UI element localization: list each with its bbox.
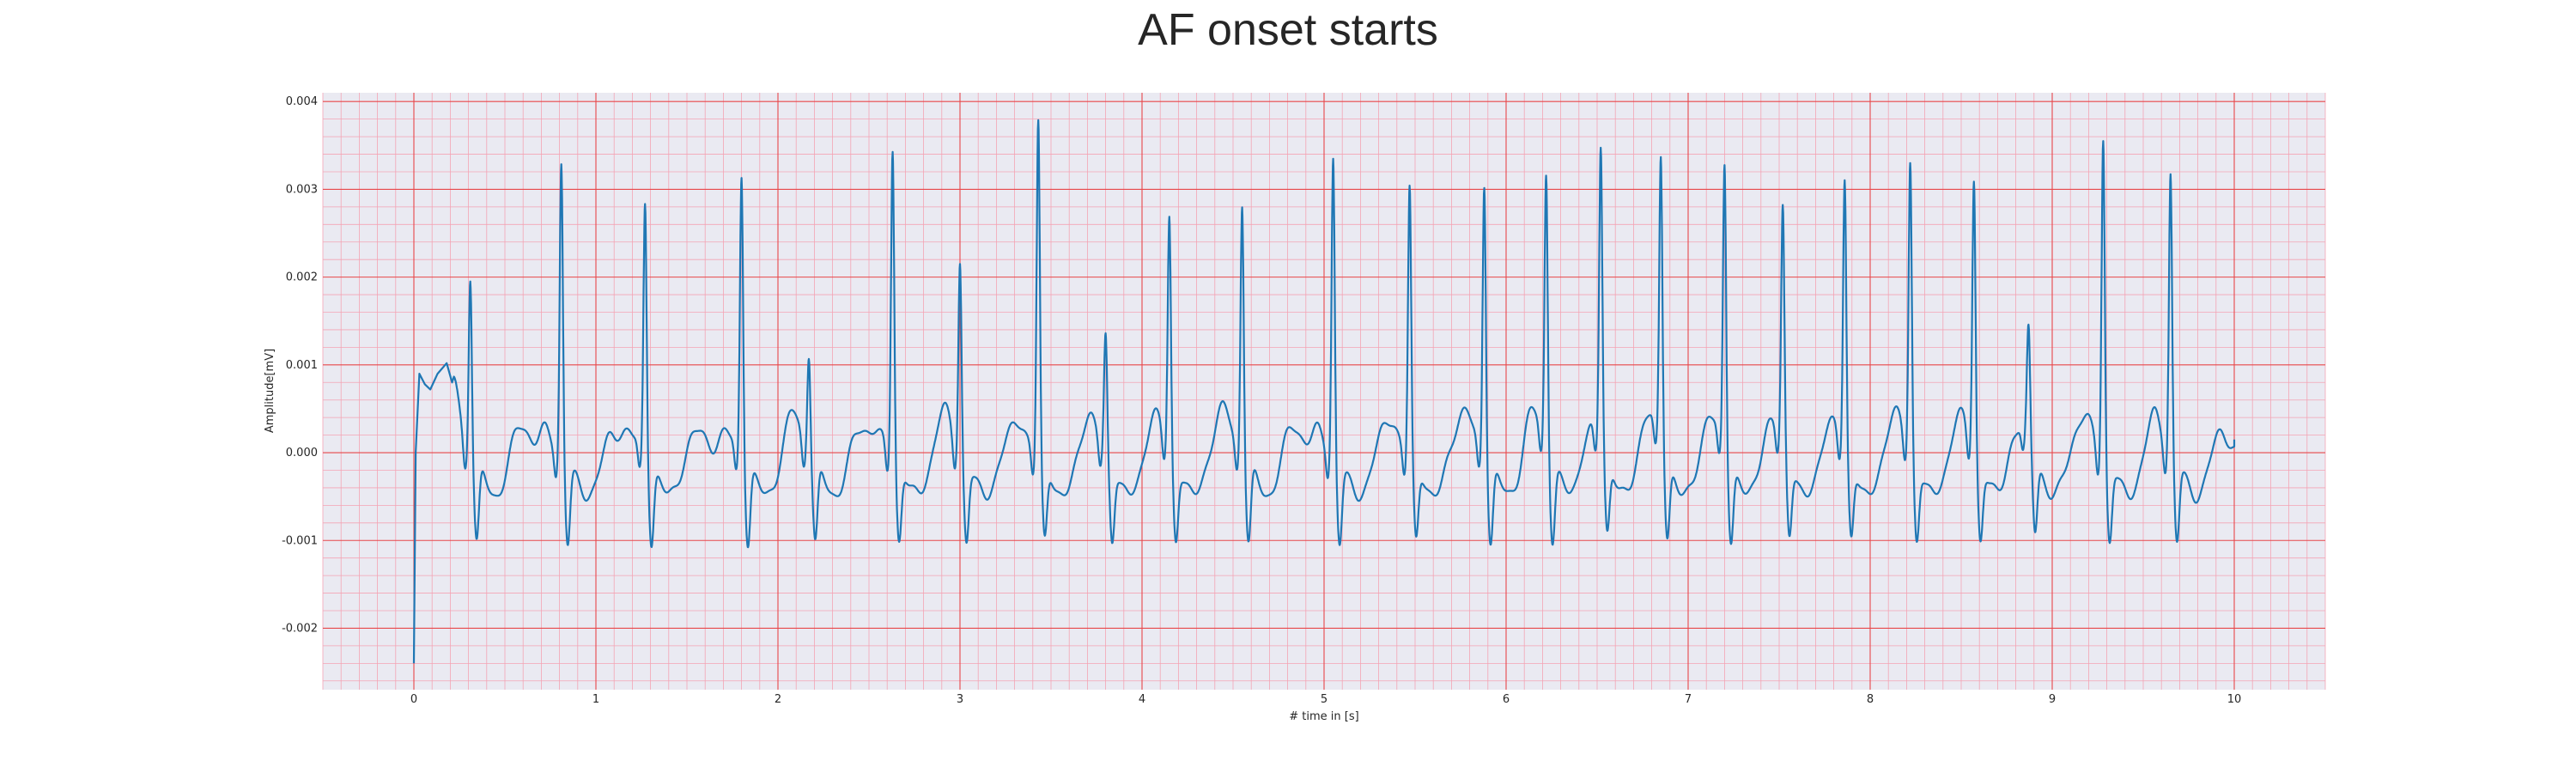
y-tick-label: 0.004 xyxy=(286,95,318,108)
y-tick-label: 0.002 xyxy=(286,271,318,284)
y-tick-label: -0.002 xyxy=(282,622,318,635)
x-axis-label: # time in [s] xyxy=(1289,710,1358,723)
ecg-series-line xyxy=(412,119,2236,664)
y-axis-label: Amplitude[mV] xyxy=(264,349,276,433)
x-tick-labels: 0 1 2 3 4 5 6 7 8 9 10 xyxy=(410,693,2241,706)
y-tick-labels: -0.002 -0.001 0.000 0.001 0.002 0.003 0.004 xyxy=(282,95,318,635)
y-tick-label: 0.001 xyxy=(286,359,318,372)
x-tick-label: 5 xyxy=(1321,693,1327,706)
x-tick-label: 1 xyxy=(592,693,599,706)
y-tick-label: -0.001 xyxy=(282,534,318,547)
y-tick-label: 0.000 xyxy=(286,447,318,460)
y-tick-label: 0.003 xyxy=(286,183,318,196)
x-tick-label: 7 xyxy=(1685,693,1692,706)
x-tick-label: 10 xyxy=(2227,693,2242,706)
x-tick-label: 9 xyxy=(2049,693,2056,706)
x-tick-label: 3 xyxy=(957,693,963,706)
chart-title: AF onset starts xyxy=(1138,5,1438,55)
x-tick-label: 6 xyxy=(1503,693,1510,706)
x-tick-label: 2 xyxy=(775,693,781,706)
x-tick-label: 0 xyxy=(410,693,417,706)
x-tick-label: 4 xyxy=(1139,693,1145,706)
x-tick-label: 8 xyxy=(1867,693,1874,706)
